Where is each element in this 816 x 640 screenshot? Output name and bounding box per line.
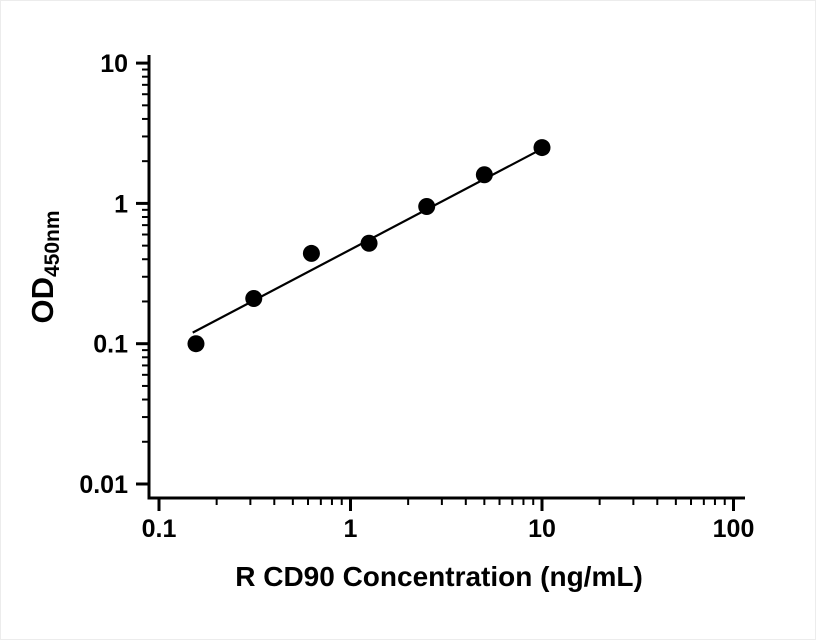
data-point xyxy=(533,139,551,157)
data-point xyxy=(302,244,320,262)
y-tick-label: 10 xyxy=(100,50,128,78)
y-axis-title-subscript: 450nm xyxy=(41,210,64,277)
data-point xyxy=(187,335,205,353)
data-series xyxy=(187,139,551,353)
x-tick-label: 10 xyxy=(528,515,556,543)
y-tick-label: 1 xyxy=(114,190,128,218)
data-point xyxy=(245,289,263,307)
x-tick-label: 100 xyxy=(713,515,755,543)
y-axis-title: OD450nm xyxy=(25,210,64,323)
y-tick-label: 0.1 xyxy=(93,331,128,359)
data-point xyxy=(418,198,436,216)
x-tick-label: 1 xyxy=(344,515,358,543)
data-point xyxy=(475,166,493,184)
x-axis-title: R CD90 Concentration (ng/mL) xyxy=(235,561,643,592)
x-tick-label: 0.1 xyxy=(142,515,177,543)
axes: 0.1 1 10 100 0.01 0.1 1 10 xyxy=(79,50,754,543)
y-tick-label: 0.01 xyxy=(79,471,128,499)
y-axis-title-main: OD xyxy=(25,277,60,324)
data-point xyxy=(360,234,378,252)
